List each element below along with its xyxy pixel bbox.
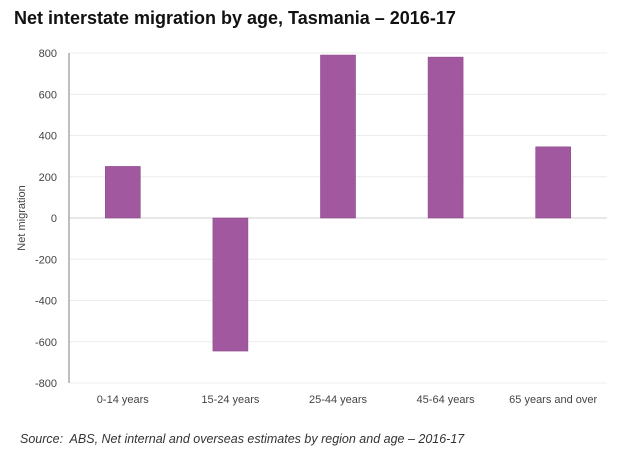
y-tick-label: -800 <box>35 378 57 390</box>
x-tick-label: 25-44 years <box>309 394 368 406</box>
bar <box>212 217 249 352</box>
x-tick-label: 45-64 years <box>417 394 476 406</box>
y-tick-label: -600 <box>35 337 57 349</box>
y-tick-label: -200 <box>35 254 57 266</box>
bar <box>427 56 464 219</box>
x-tick-label: 65 years and over <box>509 394 597 406</box>
bar <box>105 166 141 219</box>
y-tick-label: 0 <box>51 213 57 225</box>
y-tick-label: 800 <box>39 48 57 60</box>
bar <box>535 146 572 219</box>
y-tick-label: -400 <box>35 296 57 308</box>
source-note: Source: ABS, Net internal and overseas e… <box>20 432 465 446</box>
chart-title: Net interstate migration by age, Tasmani… <box>14 8 456 28</box>
x-tick-label: 0-14 years <box>97 394 149 406</box>
y-tick-label: 400 <box>39 131 57 143</box>
y-tick-label: 200 <box>39 172 57 184</box>
bar <box>320 54 356 219</box>
y-tick-label: 600 <box>39 89 57 101</box>
y-axis-label: Net migration <box>16 185 28 250</box>
x-tick-label: 15-24 years <box>201 394 260 406</box>
